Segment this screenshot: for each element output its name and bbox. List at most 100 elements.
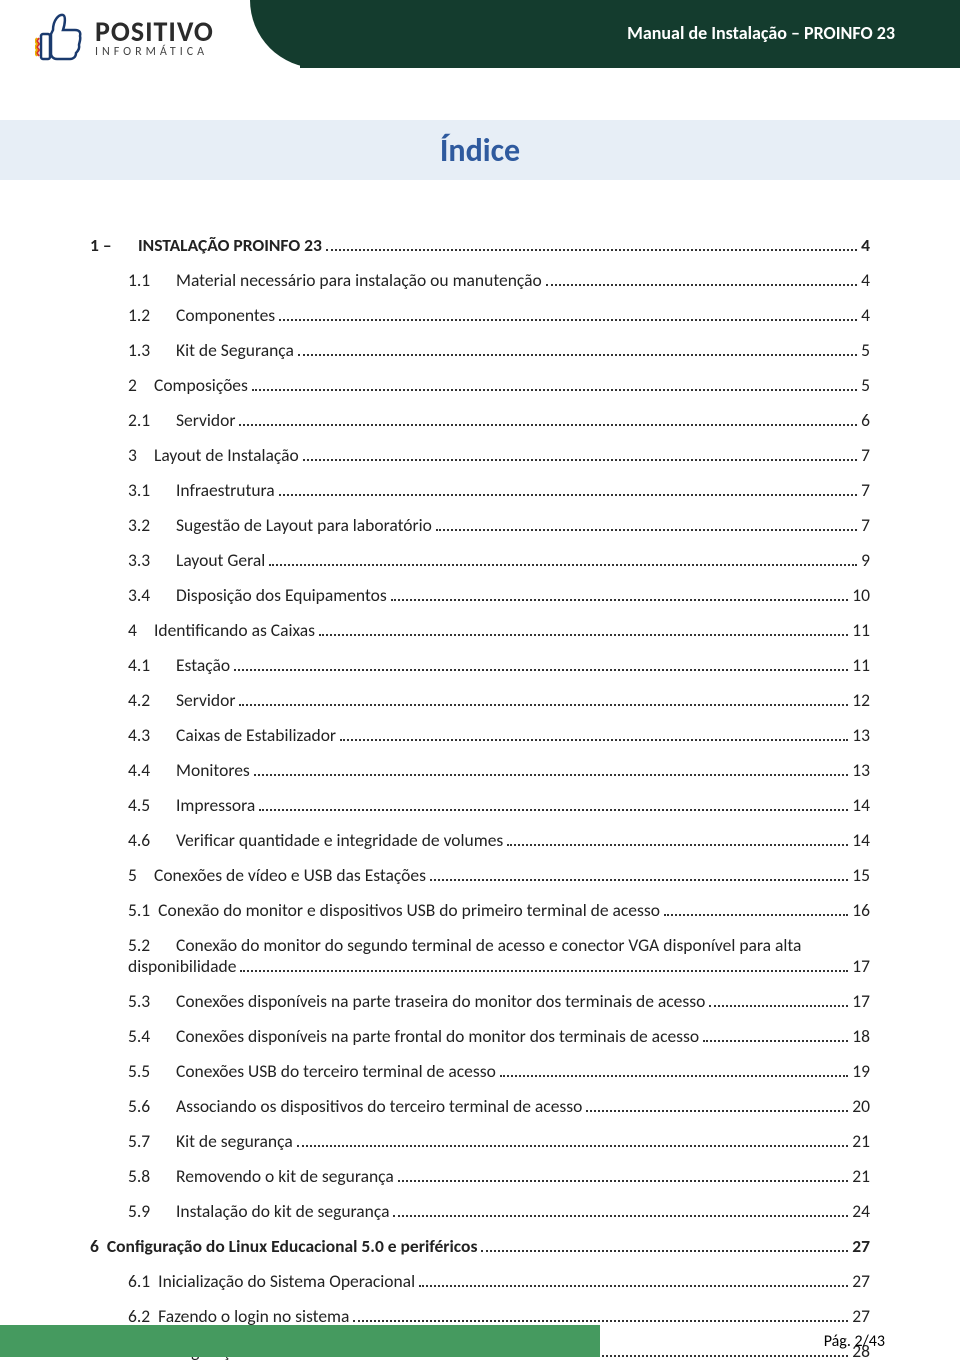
toc-leader-dots [709, 1005, 848, 1007]
toc-label: Fazendo o login no sistema [158, 1306, 349, 1327]
toc-label: Instalação do kit de segurança [176, 1201, 389, 1222]
toc-label: Configuração do Linux Educacional 5.0 e … [107, 1236, 478, 1257]
toc-page: 4 [861, 235, 870, 256]
logo-main-text: POSITIVO [95, 18, 214, 46]
toc-leader-dots [240, 970, 848, 972]
toc-leader-dots [703, 1040, 848, 1042]
toc-entry: 4.6Verificar quantidade e integridade de… [90, 830, 870, 851]
toc-entry: 5.2Conexão do monitor do segundo termina… [90, 935, 870, 977]
toc-leader-dots [664, 914, 848, 916]
toc-page: 7 [861, 445, 870, 466]
toc-number: 3.3 [128, 550, 176, 571]
toc-leader-dots [430, 879, 848, 881]
toc-leader-dots [340, 739, 848, 741]
toc-entry: 2Composições5 [90, 375, 870, 396]
toc-label: INSTALAÇÃO PROINFO 23 [138, 235, 322, 256]
toc-page: 27 [852, 1306, 870, 1327]
toc-number: 5.6 [128, 1096, 176, 1117]
toc-label: Caixas de Estabilizador [176, 725, 336, 746]
toc-entry: 3.2Sugestão de Layout para laboratório7 [90, 515, 870, 536]
toc-page: 24 [852, 1201, 870, 1222]
toc-leader-dots [239, 704, 848, 706]
toc-entry: 4Identificando as Caixas11 [90, 620, 870, 641]
toc-page: 27 [852, 1236, 870, 1257]
toc-label: Layout Geral [176, 550, 265, 571]
toc-page: 7 [861, 480, 870, 501]
toc-page: 18 [852, 1026, 870, 1047]
toc-leader-dots [500, 1075, 848, 1077]
toc-label: Inicialização do Sistema Operacional [158, 1271, 415, 1292]
toc-page: 5 [861, 340, 870, 361]
toc-number: 5.2 [128, 935, 176, 956]
toc-entry: 5.1Conexão do monitor e dispositivos USB… [90, 900, 870, 921]
toc-page: 17 [852, 956, 870, 977]
toc-leader-dots [303, 459, 857, 461]
toc-page: 21 [852, 1131, 870, 1152]
toc-label: Kit de Segurança [176, 340, 294, 361]
toc-label: Conexões disponíveis na parte frontal do… [176, 1026, 699, 1047]
toc-page: 15 [852, 865, 870, 886]
toc-label: Monitores [176, 760, 250, 781]
toc-page: 7 [861, 515, 870, 536]
toc-page: 20 [852, 1096, 870, 1117]
toc-page: 27 [852, 1271, 870, 1292]
toc-leader-dots [398, 1180, 848, 1182]
toc-leader-dots [481, 1250, 848, 1252]
toc-page: 14 [852, 830, 870, 851]
toc-label: Associando os dispositivos do terceiro t… [176, 1096, 582, 1117]
toc-page: 16 [852, 900, 870, 921]
toc-leader-dots [391, 599, 849, 601]
toc-page: 14 [852, 795, 870, 816]
toc-number: 5.5 [128, 1061, 176, 1082]
toc-leader-dots [586, 1110, 848, 1112]
toc-entry: 4.2Servidor12 [90, 690, 870, 711]
toc-leader-dots [239, 424, 857, 426]
toc-entry: 6.2Fazendo o login no sistema27 [90, 1306, 870, 1327]
table-of-contents: 1 – INSTALAÇÃO PROINFO 2341.1Material ne… [0, 180, 960, 1362]
toc-label: Disposição dos Equipamentos [176, 585, 387, 606]
toc-label: Servidor [176, 690, 235, 711]
toc-page: 19 [852, 1061, 870, 1082]
toc-entry: 4.3Caixas de Estabilizador13 [90, 725, 870, 746]
toc-page: 5 [861, 375, 870, 396]
toc-number: 4.4 [128, 760, 176, 781]
manual-title: Manual de Instalação – PROINFO 23 [627, 22, 895, 44]
toc-entry: 4.4Monitores13 [90, 760, 870, 781]
toc-number: 3.1 [128, 480, 176, 501]
toc-leader-dots [279, 494, 857, 496]
toc-label: Servidor [176, 410, 235, 431]
toc-number: 6.1 [128, 1271, 150, 1292]
page-number: Pág. 2/43 [824, 1332, 885, 1351]
toc-page: 6 [861, 410, 870, 431]
toc-entry: 5.6Associando os dispositivos do terceir… [90, 1096, 870, 1117]
page-header: Manual de Instalação – PROINFO 23 POSITI… [0, 0, 960, 90]
toc-label: Material necessário para instalação ou m… [176, 270, 542, 291]
toc-page: 11 [852, 655, 870, 676]
title-band: Índice [0, 120, 960, 180]
toc-label: Sugestão de Layout para laboratório [176, 515, 432, 536]
toc-entry: 1 – INSTALAÇÃO PROINFO 23 4 [90, 235, 870, 256]
toc-number: 3 [128, 445, 154, 466]
toc-entry: 6.1 Inicialização do Sistema Operacional 2… [90, 1271, 870, 1292]
toc-entry: 3.3Layout Geral9 [90, 550, 870, 571]
toc-label: Conexões de vídeo e USB das Estações [154, 865, 426, 886]
toc-leader-dots [507, 844, 848, 846]
toc-number: 5.7 [128, 1131, 176, 1152]
toc-label: Layout de Instalação [154, 445, 299, 466]
toc-leader-dots [297, 1145, 849, 1147]
logo-sub-text: INFORMÁTICA [95, 46, 214, 58]
toc-number: 5.9 [128, 1201, 176, 1222]
toc-entry: 5.7Kit de segurança21 [90, 1131, 870, 1152]
toc-number: 1.3 [128, 340, 176, 361]
toc-leader-dots [269, 564, 857, 566]
toc-entry: 6 Configuração do Linux Educacional 5.0 … [90, 1236, 870, 1257]
toc-leader-dots [326, 249, 857, 251]
brand-logo: POSITIVO INFORMÁTICA [35, 10, 214, 65]
toc-number: 4.3 [128, 725, 176, 746]
toc-entry: 5.3Conexões disponíveis na parte traseir… [90, 991, 870, 1012]
toc-entry: 5.4Conexões disponíveis na parte frontal… [90, 1026, 870, 1047]
toc-entry: 1.2Componentes4 [90, 305, 870, 326]
toc-label: Estação [176, 655, 230, 676]
toc-number: 1 – [90, 235, 138, 256]
toc-number: 5 [128, 865, 154, 886]
